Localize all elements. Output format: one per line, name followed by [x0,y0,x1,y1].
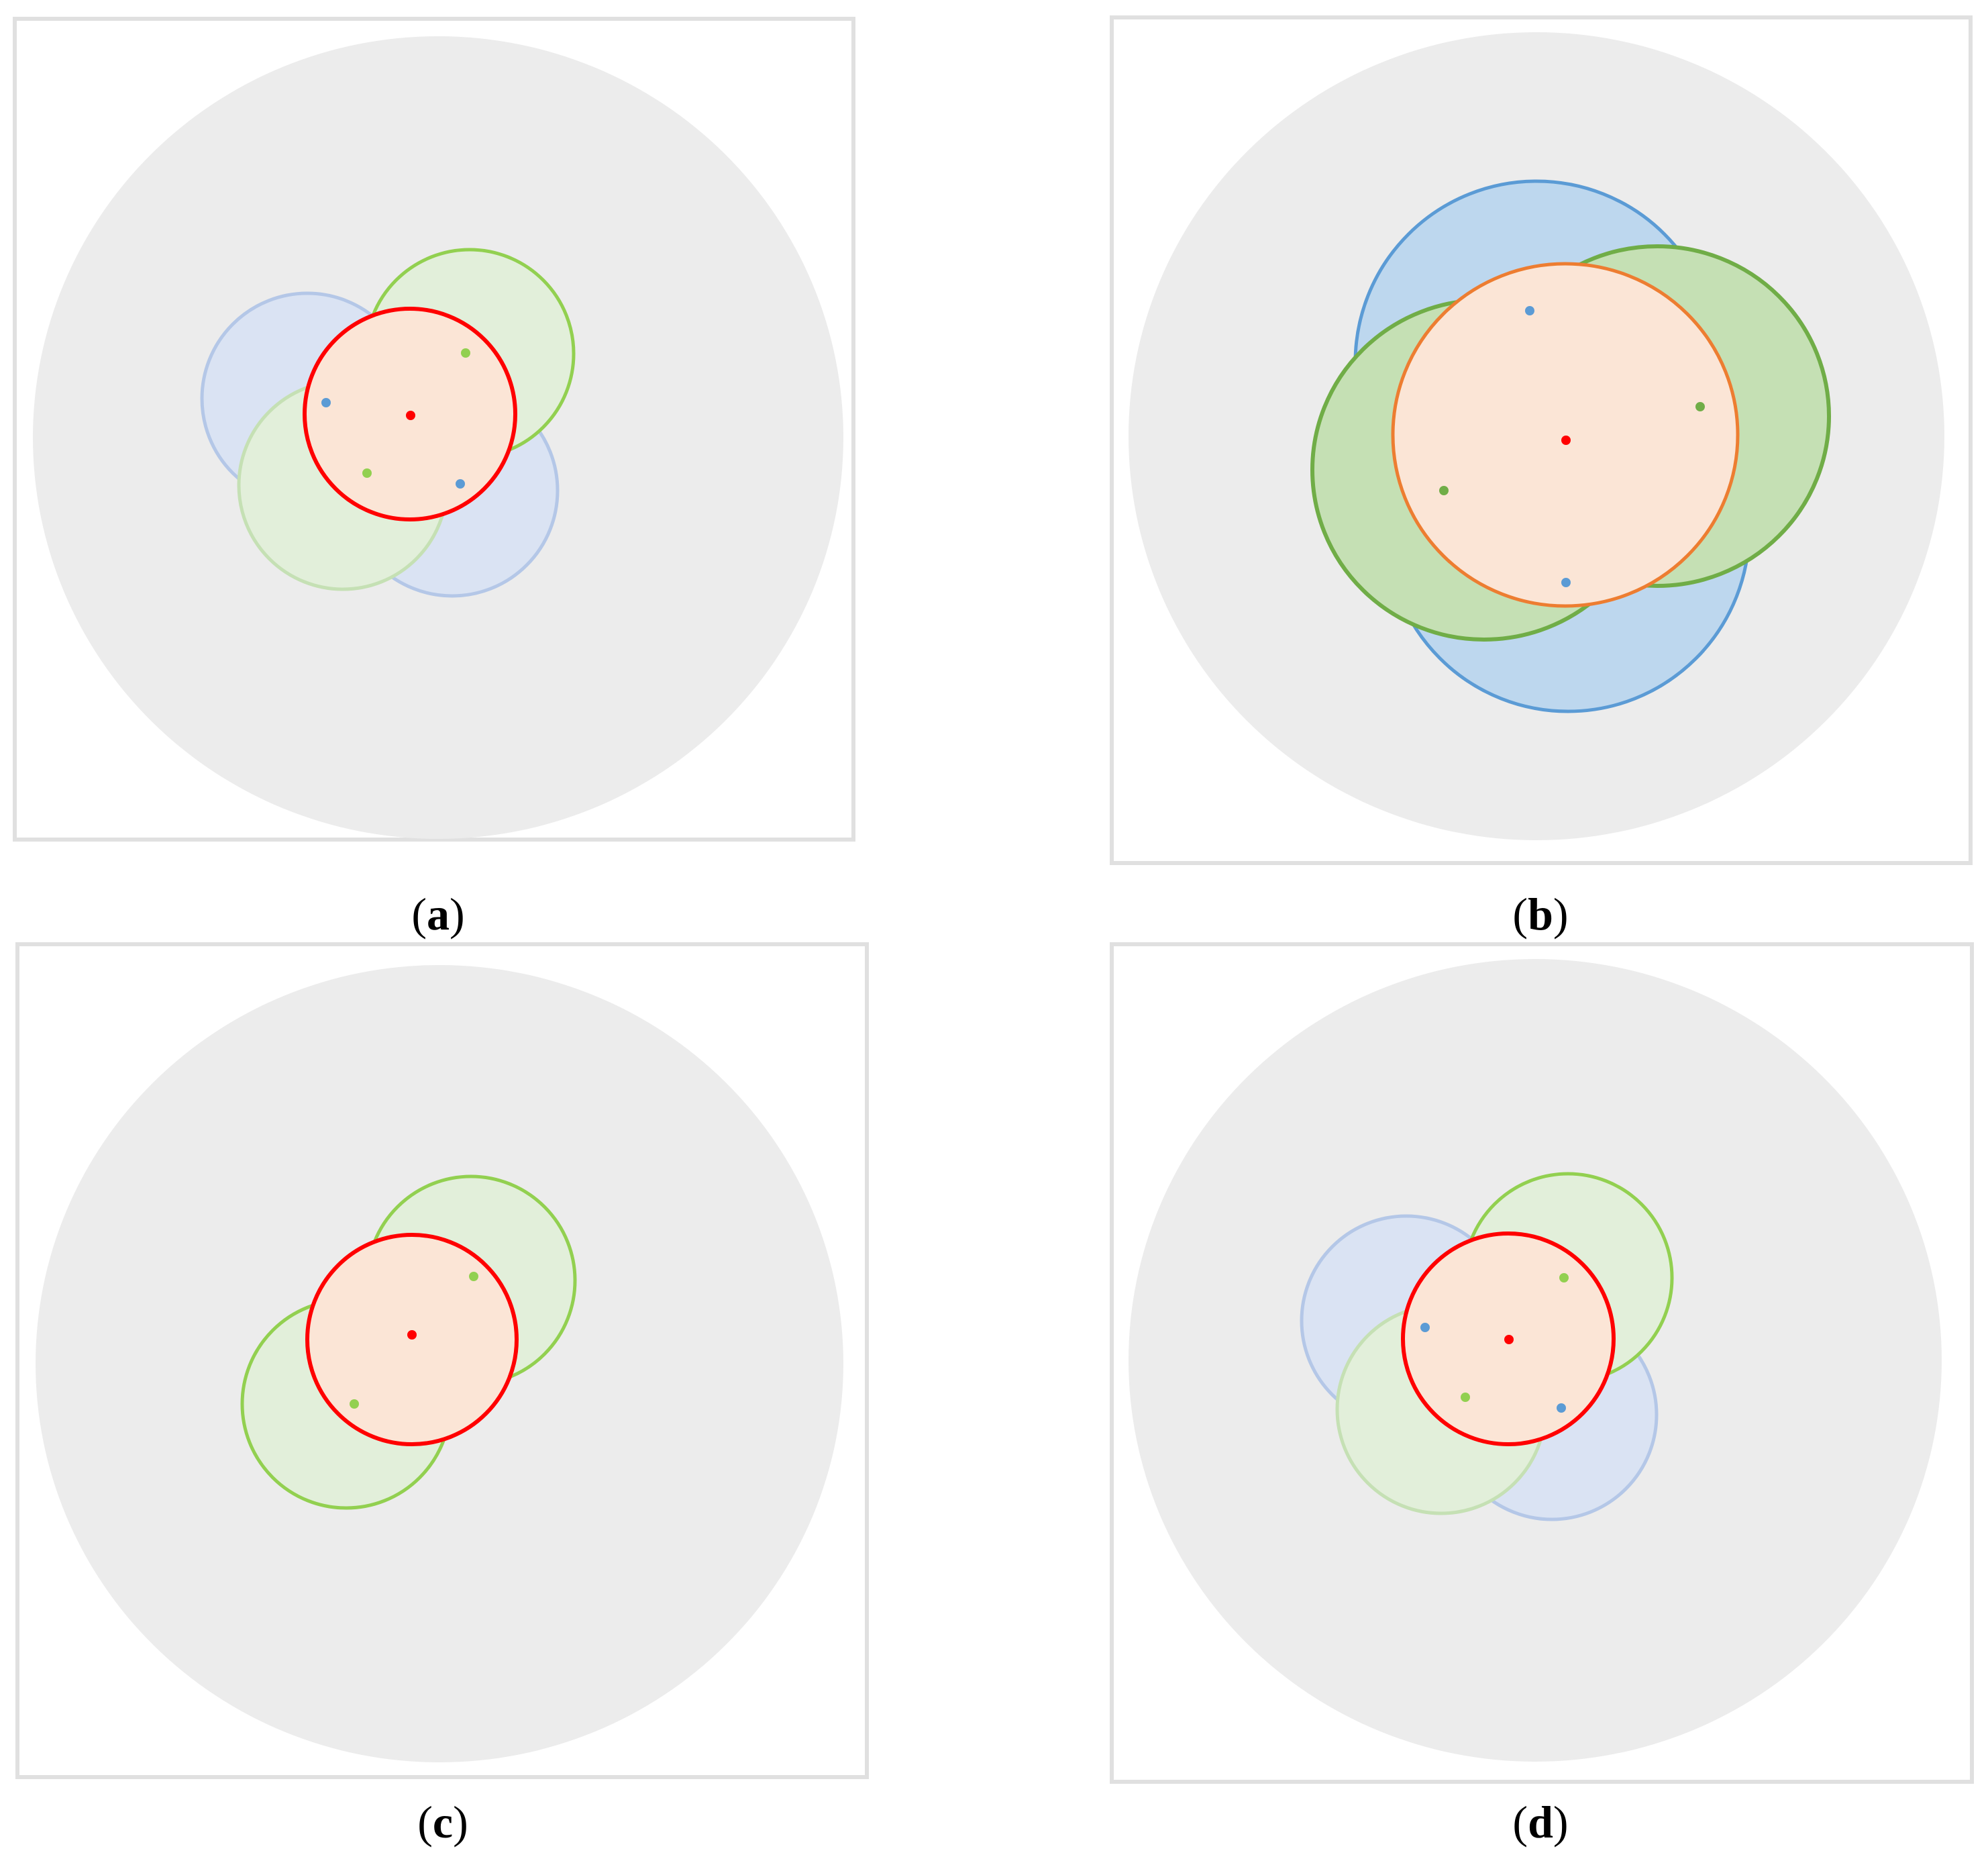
green-center-dot [461,348,470,358]
blue-center-dot [1420,1323,1430,1332]
green-center-dot [362,468,372,478]
panel-caption: (a) [411,889,464,940]
orange-circle [1391,262,1740,608]
blue-center-dot [1557,1403,1566,1413]
panel-caption: (d) [1512,1797,1568,1848]
blue-center-dot [321,398,331,407]
panel-label: a [427,889,450,940]
green-center-dot [1461,1393,1470,1402]
panel-label: b [1528,889,1553,940]
blue-center-dot [1561,578,1571,587]
blue-center-dot [456,479,465,489]
green-center-dot [1695,402,1705,411]
panel-c: (c) [15,942,869,1848]
panel-label: d [1528,1797,1553,1848]
panel-b: (b) [1110,15,1973,940]
panel-label: c [433,1797,453,1848]
red-center-dot [407,1330,417,1340]
green-center-dot [1559,1273,1569,1282]
red-center-dot [406,411,415,420]
green-center-dot [469,1272,478,1281]
green-center-dot [1439,486,1449,495]
red-center-dot [1504,1335,1514,1344]
blue-center-dot [1525,306,1534,315]
green-center-dot [350,1399,359,1409]
panel-a: (a) [13,17,855,940]
red-center-dot [1561,436,1571,445]
panel-caption: (b) [1512,889,1568,940]
panel-caption: (c) [417,1797,468,1848]
panel-d: (d) [1110,942,1974,1848]
